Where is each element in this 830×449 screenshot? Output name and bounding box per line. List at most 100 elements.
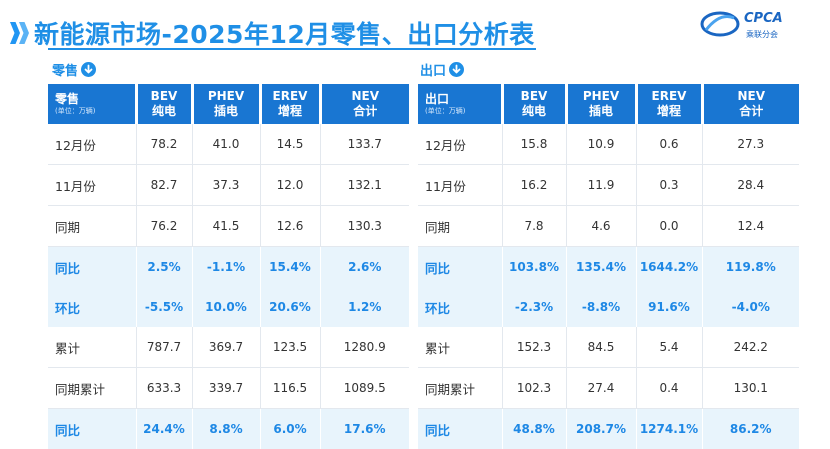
table-cell: 103.8% <box>502 247 566 288</box>
table-cell: -1.1% <box>192 247 260 288</box>
row-label: 同比 <box>418 409 502 449</box>
table-cell: 48.8% <box>502 409 566 449</box>
table-cell: 102.3 <box>502 368 566 409</box>
table-cell: 208.7% <box>566 409 636 449</box>
table-cell: 5.4 <box>636 327 702 368</box>
table-cell: 339.7 <box>192 368 260 409</box>
table-cell: -8.8% <box>566 287 636 327</box>
table-cell: 130.3 <box>320 206 409 247</box>
table-cell: 6.0% <box>260 409 320 449</box>
table-cell: 0.6 <box>636 124 702 165</box>
table-cell: 82.7 <box>136 165 192 206</box>
table-cell: 86.2% <box>702 409 799 449</box>
table-cell: 116.5 <box>260 368 320 409</box>
table-cell: 12.4 <box>702 206 799 247</box>
table-cell: 1.2% <box>320 287 409 327</box>
retail-section-label: 零售 <box>52 60 96 79</box>
table-cell: -2.3% <box>502 287 566 327</box>
row-label: 同期 <box>418 206 502 247</box>
arrow-down-circle-icon <box>449 62 464 77</box>
column-header-code: PHEV <box>194 89 259 104</box>
column-header-code: BEV <box>504 89 565 104</box>
table-cell: 369.7 <box>192 327 260 368</box>
table-cell: 41.5 <box>192 206 260 247</box>
row-label: 同期累计 <box>418 368 502 409</box>
header-unit-label: (单位：万辆) <box>55 107 135 116</box>
table-cell: 242.2 <box>702 327 799 368</box>
table-cell: 41.0 <box>192 124 260 165</box>
export-section-label: 出口 <box>420 60 464 79</box>
table-cell: 12.0 <box>260 165 320 206</box>
cpca-logo-icon <box>700 10 740 38</box>
row-label: 同比 <box>418 247 502 288</box>
column-header-name: 纯电 <box>138 104 191 119</box>
table-cell: 8.8% <box>192 409 260 449</box>
page-title: 新能源市场-2025年12月零售、出口分析表 <box>34 15 535 51</box>
logo-text: CPCA <box>744 11 783 26</box>
header-unit-label: (单位：万辆) <box>425 107 501 116</box>
table-cell: 0.3 <box>636 165 702 206</box>
table-cell: 27.3 <box>702 124 799 165</box>
retail-header-corner: 零售(单位：万辆) <box>48 84 136 124</box>
table-cell: 132.1 <box>320 165 409 206</box>
row-label: 累计 <box>48 327 136 368</box>
column-header-name: 增程 <box>638 104 701 119</box>
table-cell: 1280.9 <box>320 327 409 368</box>
row-label: 累计 <box>418 327 502 368</box>
column-header-name: 插电 <box>194 104 259 119</box>
table-cell: 2.6% <box>320 247 409 288</box>
export-label-text: 出口 <box>420 60 446 79</box>
column-header-code: BEV <box>138 89 191 104</box>
table-cell: 135.4% <box>566 247 636 288</box>
column-header-code: EREV <box>638 89 701 104</box>
row-label: 同期累计 <box>48 368 136 409</box>
table-cell: 10.9 <box>566 124 636 165</box>
column-header-name: 合计 <box>322 104 410 119</box>
slide: 新能源市场-2025年12月零售、出口分析表 CPCA 乘联分会 零售 出口 零… <box>0 0 830 440</box>
table-cell: 37.3 <box>192 165 260 206</box>
column-header-name: 纯电 <box>504 104 565 119</box>
table-cell: 2.5% <box>136 247 192 288</box>
title-bar: 新能源市场-2025年12月零售、出口分析表 <box>10 14 535 52</box>
table-cell: 14.5 <box>260 124 320 165</box>
table-cell: 787.7 <box>136 327 192 368</box>
header-corner-title: 零售 <box>55 92 135 107</box>
table-cell: 12.6 <box>260 206 320 247</box>
column-header-code: NEV <box>322 89 410 104</box>
table-cell: 78.2 <box>136 124 192 165</box>
table-cell: 633.3 <box>136 368 192 409</box>
header-corner-title: 出口 <box>425 92 501 107</box>
row-label: 12月份 <box>48 124 136 165</box>
table-cell: 91.6% <box>636 287 702 327</box>
table-cell: 17.6% <box>320 409 409 449</box>
table-cell: 130.1 <box>702 368 799 409</box>
title-underline <box>48 48 536 50</box>
column-header-code: EREV <box>262 89 319 104</box>
row-label: 同比 <box>48 247 136 288</box>
export-header-corner: 出口(单位：万辆) <box>418 84 502 124</box>
row-label: 同期 <box>48 206 136 247</box>
row-label: 同比 <box>48 409 136 449</box>
retail-label-text: 零售 <box>52 60 78 79</box>
table-cell: 76.2 <box>136 206 192 247</box>
table-cell: 152.3 <box>502 327 566 368</box>
table-cell: 15.8 <box>502 124 566 165</box>
table-row: 环比-5.5%10.0%20.6%1.2% <box>48 287 409 327</box>
table-cell: 28.4 <box>702 165 799 206</box>
arrow-down-circle-icon <box>81 62 96 77</box>
